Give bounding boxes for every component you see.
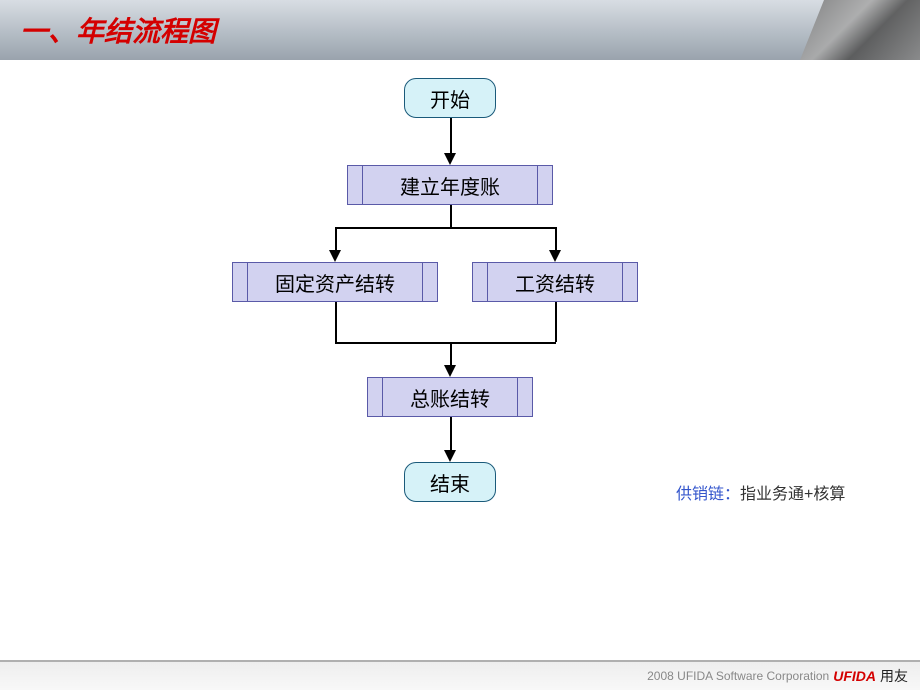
brand-cn: 用友 <box>880 666 908 686</box>
node-label: 结束 <box>430 468 470 497</box>
edge <box>555 227 557 251</box>
node-fixed-asset: 固定资产结转 <box>232 262 438 302</box>
footer: 2008 UFIDA Software Corporation UFIDA 用友 <box>0 660 920 690</box>
edge <box>335 227 556 229</box>
footnote-key: 供销链： <box>676 486 740 503</box>
node-start: 开始 <box>404 78 496 118</box>
node-ledger: 总账结转 <box>367 377 533 417</box>
arrow-icon <box>444 450 456 462</box>
page-title: 一、年结流程图 <box>20 10 216 50</box>
edge <box>335 227 337 251</box>
header-band: 一、年结流程图 <box>0 0 920 60</box>
node-label: 开始 <box>430 84 470 113</box>
arrow-icon <box>549 250 561 262</box>
edge <box>450 205 452 227</box>
edge <box>450 417 452 451</box>
edge <box>335 342 556 344</box>
flowchart-canvas: 开始 建立年度账 固定资产结转 工资结转 总账结转 结束 供销链：指业务通+核算 <box>0 60 920 650</box>
footnote-value: 指业务通+核算 <box>740 486 845 503</box>
edge <box>450 342 452 366</box>
footnote: 供销链：指业务通+核算 <box>676 480 845 504</box>
arrow-icon <box>444 153 456 165</box>
node-build: 建立年度账 <box>347 165 553 205</box>
edge <box>335 302 337 342</box>
brand-logo: UFIDA <box>833 668 876 684</box>
node-end: 结束 <box>404 462 496 502</box>
arrow-icon <box>444 365 456 377</box>
node-label: 工资结转 <box>515 268 595 297</box>
edge <box>450 118 452 154</box>
node-label: 建立年度账 <box>400 171 500 200</box>
node-label: 总账结转 <box>410 383 490 412</box>
node-salary: 工资结转 <box>472 262 638 302</box>
copyright-text: 2008 UFIDA Software Corporation <box>647 669 829 683</box>
edge <box>555 302 557 342</box>
node-label: 固定资产结转 <box>275 268 395 297</box>
arrow-icon <box>329 250 341 262</box>
